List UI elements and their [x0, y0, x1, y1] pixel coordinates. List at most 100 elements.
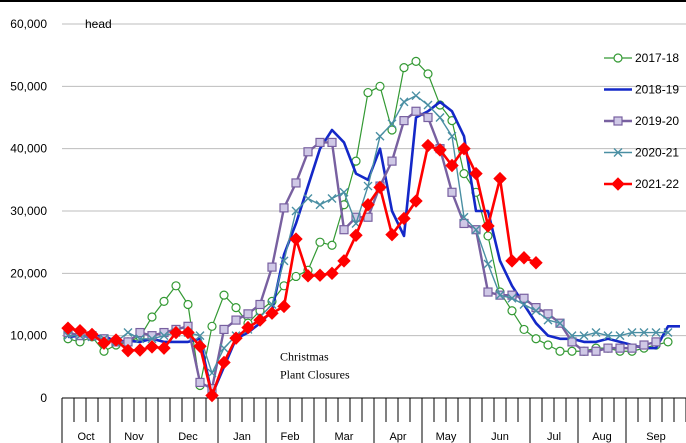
- data-point: [349, 228, 363, 243]
- month-label: Aug: [592, 431, 612, 443]
- data-point: [543, 340, 553, 350]
- data-point: [433, 143, 447, 157]
- data-point: [517, 251, 531, 265]
- month-label: Dec: [178, 431, 198, 443]
- data-point: [459, 218, 469, 229]
- data-point: [471, 225, 481, 235]
- data-point: [327, 240, 337, 250]
- data-point: [423, 100, 433, 110]
- data-point: [193, 339, 207, 353]
- series-lines: [61, 56, 680, 403]
- data-point: [567, 331, 577, 341]
- data-point: [97, 336, 111, 350]
- data-point: [385, 227, 399, 242]
- series-2021-22: [61, 138, 543, 403]
- data-point: [337, 254, 351, 268]
- data-point: [483, 287, 493, 297]
- data-point: [603, 331, 613, 341]
- data-point: [265, 306, 279, 320]
- data-point: [315, 200, 325, 210]
- data-point: [567, 346, 577, 356]
- data-point: [255, 299, 265, 310]
- data-point: [459, 212, 469, 222]
- data-point: [375, 131, 385, 141]
- data-point: [361, 198, 375, 212]
- data-point: [219, 324, 229, 335]
- data-point: [447, 131, 457, 141]
- data-point: [121, 343, 135, 358]
- data-point: [205, 388, 219, 403]
- data-point: [231, 303, 241, 313]
- data-point: [591, 346, 601, 356]
- data-point: [411, 56, 421, 67]
- data-point: [397, 211, 411, 226]
- data-point: [555, 346, 565, 356]
- data-point: [135, 327, 145, 338]
- data-point: [363, 181, 373, 191]
- data-point: [303, 194, 313, 204]
- y-tick-label: 20,000: [10, 266, 47, 280]
- data-point: [613, 53, 623, 63]
- data-point: [133, 343, 147, 357]
- data-point: [411, 91, 421, 101]
- data-point: [291, 206, 301, 216]
- data-point: [423, 112, 433, 123]
- data-point: [627, 343, 637, 353]
- data-point: [387, 125, 397, 135]
- data-point: [363, 87, 373, 98]
- month-label: Feb: [281, 431, 300, 443]
- legend-label: 2020-21: [635, 146, 679, 160]
- month-label: Jan: [233, 431, 251, 443]
- month-label: May: [436, 431, 457, 443]
- data-point: [313, 268, 327, 282]
- data-point: [279, 203, 289, 213]
- data-point: [579, 331, 589, 341]
- legend-label: 2021-22: [635, 177, 679, 191]
- data-point: [615, 331, 625, 341]
- data-point: [483, 231, 493, 241]
- data-point: [325, 266, 339, 281]
- data-point: [409, 194, 423, 208]
- series-line: [67, 144, 537, 397]
- y-axis-tick-labels: 0 10,000 20,000 30,000 40,000 50,000 60,000: [10, 17, 47, 405]
- data-point: [195, 377, 205, 388]
- data-point: [457, 141, 471, 156]
- data-point: [315, 237, 325, 247]
- legend-label: 2017-18: [635, 51, 679, 65]
- data-point: [399, 97, 409, 107]
- data-point: [123, 328, 133, 338]
- data-point: [639, 328, 649, 338]
- data-point: [85, 327, 99, 342]
- data-point: [435, 113, 445, 122]
- data-point: [469, 166, 483, 181]
- legend-item: 2017-18: [604, 51, 679, 65]
- data-point: [157, 341, 171, 355]
- data-point: [519, 293, 529, 303]
- data-point: [611, 177, 625, 191]
- legend-item: 2021-22: [604, 177, 679, 191]
- data-point: [207, 368, 217, 378]
- data-point: [627, 328, 637, 338]
- data-point: [339, 187, 349, 197]
- data-point: [493, 171, 507, 186]
- data-point: [289, 232, 303, 246]
- data-point: [229, 331, 243, 345]
- data-point: [507, 293, 517, 303]
- data-point: [399, 63, 409, 73]
- month-label: Jul: [547, 431, 561, 443]
- data-point: [301, 269, 315, 283]
- data-point: [507, 306, 517, 316]
- data-point: [279, 256, 289, 266]
- data-point: [109, 333, 123, 347]
- data-point: [613, 148, 623, 157]
- data-point: [73, 323, 87, 338]
- data-point: [159, 331, 169, 341]
- data-point: [373, 180, 387, 195]
- data-point: [195, 331, 205, 341]
- data-point: [147, 334, 157, 344]
- data-point: [459, 169, 469, 179]
- data-point: [423, 69, 433, 79]
- data-point: [207, 321, 217, 331]
- data-point: [531, 334, 541, 344]
